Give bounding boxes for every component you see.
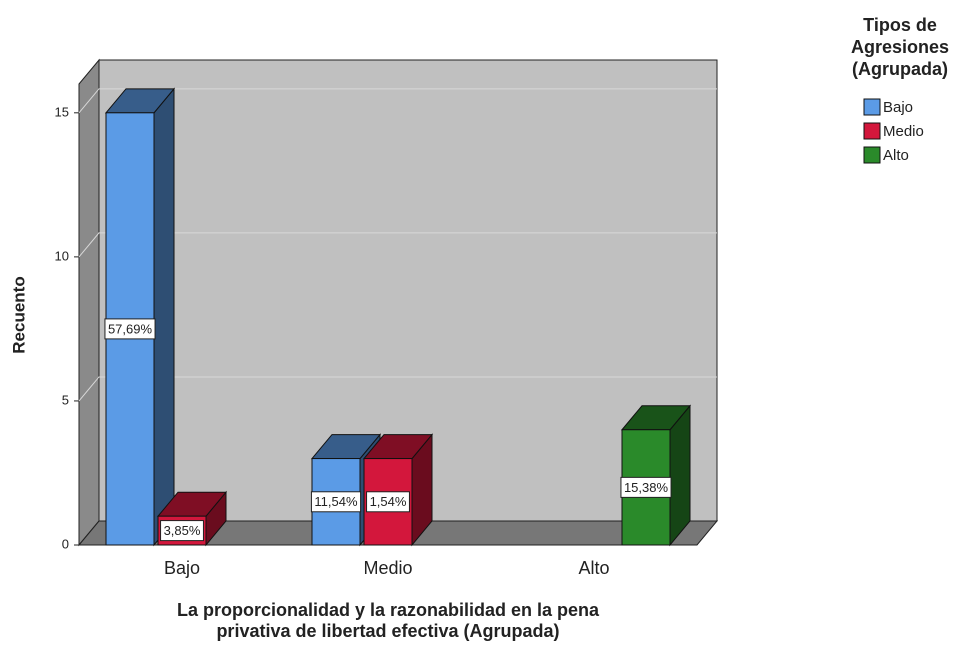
data-label: 11,54% (314, 494, 358, 509)
grid-line (78, 376, 717, 402)
bar (620, 404, 692, 547)
data-label-box (104, 318, 156, 340)
bar-side (153, 87, 175, 547)
grid-line (78, 232, 717, 258)
bar (362, 433, 434, 547)
data-label-box (160, 520, 204, 542)
data-label: 3,85% (164, 523, 201, 538)
legend-title: Agresiones (851, 37, 949, 57)
y-tick-label: 15 (55, 104, 69, 119)
left-wall (78, 58, 100, 547)
x-tick-label: Bajo (164, 558, 200, 578)
x-tick-label: Medio (363, 558, 412, 578)
legend-label: Alto (883, 147, 909, 164)
x-axis-label: La proporcionalidad y la razonabilidad e… (177, 600, 600, 620)
grid-line (78, 88, 717, 114)
legend-title: Tipos de (863, 15, 937, 35)
y-tick-label: 0 (62, 536, 69, 551)
data-label: 1,54% (370, 494, 407, 509)
legend-swatch (863, 122, 881, 140)
legend-swatch (863, 98, 881, 116)
data-label: 15,38% (624, 480, 669, 495)
y-tick-label: 5 (62, 392, 69, 407)
data-label-box (366, 491, 410, 513)
y-axis-label: Recuento (9, 276, 28, 353)
data-label-box (620, 476, 672, 498)
legend-swatch (863, 146, 881, 164)
y-tick-label: 10 (55, 248, 69, 263)
x-axis-label: privativa de libertad efectiva (Agrupada… (216, 621, 559, 641)
legend-title: (Agrupada) (852, 59, 948, 79)
data-label: 57,69% (108, 321, 153, 336)
data-label-box (310, 491, 362, 513)
bar (156, 490, 228, 547)
x-tick-label: Alto (578, 558, 609, 578)
bar (104, 87, 176, 547)
legend-label: Bajo (883, 99, 913, 116)
legend-label: Medio (883, 123, 924, 140)
